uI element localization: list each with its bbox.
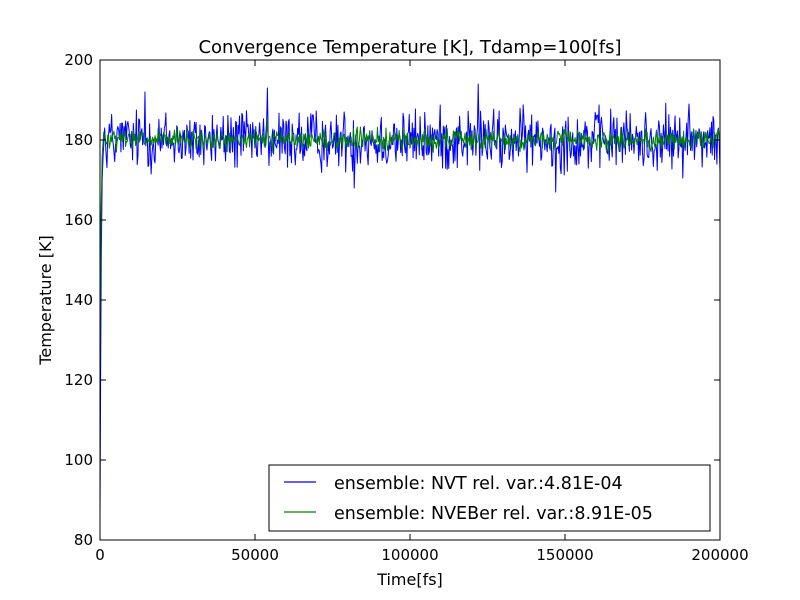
y-axis-label: Temperature [K] [36,235,55,365]
y-tick-label: 140 [64,291,93,309]
plot-area: 0 50000 100000 150000 200000 80 100 120 140 160 18… [64,51,748,564]
y-tick-label: 120 [64,371,93,389]
x-tick-label: 200000 [691,546,748,564]
y-tick-label: 200 [64,51,93,69]
y-tick-label: 160 [64,211,93,229]
legend: ensemble: NVT rel. var.:4.81E-04 ensembl… [268,464,711,532]
ticks-layer: 0 50000 100000 150000 200000 80 100 120 140 160 18… [64,51,748,564]
x-tick-label: 50000 [231,546,279,564]
y-tick-label: 180 [64,131,93,149]
legend-label-nveber: ensemble: NVEBer rel. var.:8.91E-05 [334,504,653,524]
y-tick-label: 80 [74,531,93,549]
x-tick-label: 150000 [536,546,593,564]
legend-box [268,464,711,532]
series-layer [100,83,720,517]
series-line-nveber [100,119,720,381]
x-tick-label: 0 [95,546,105,564]
y-tick-label: 100 [64,451,93,469]
series-line-nvt [100,83,720,517]
x-axis-label: Time[fs] [376,570,443,589]
x-tick-label: 100000 [381,546,438,564]
legend-label-nvt: ensemble: NVT rel. var.:4.81E-04 [334,474,623,494]
chart-title: Convergence Temperature [K], Tdamp=100[f… [198,37,621,58]
